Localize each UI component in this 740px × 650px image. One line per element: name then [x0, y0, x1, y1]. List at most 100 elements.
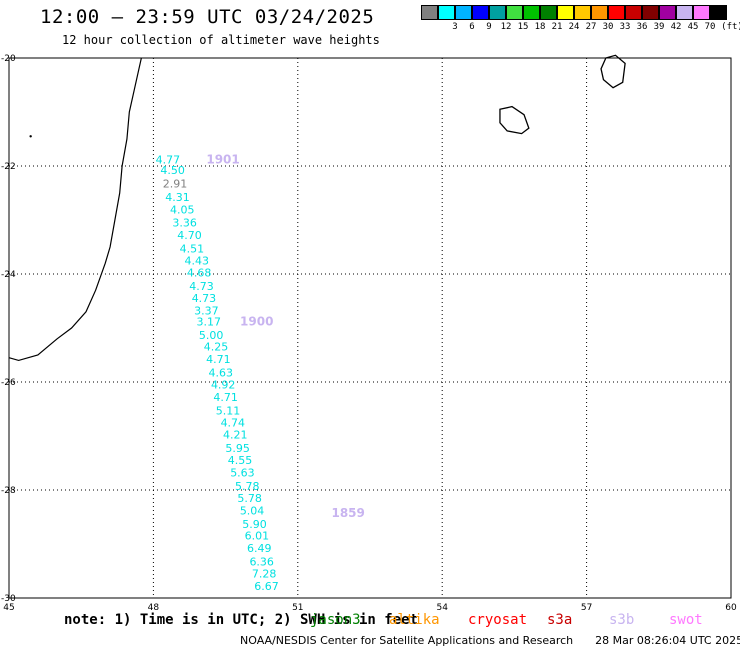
- legend-label: 39: [653, 22, 665, 32]
- wave-height-value: 5.78: [235, 480, 260, 493]
- wave-height-value: 4.63: [209, 367, 234, 380]
- mission-s3b: s3b: [609, 612, 635, 628]
- legend-unit: (ft): [721, 22, 740, 32]
- mauritius-island: [600, 54, 626, 89]
- coastline: [8, 54, 626, 362]
- wave-height-value: 4.74: [221, 416, 246, 429]
- observation-labels: 4.774.502.914.314.053.364.704.514.434.68…: [156, 153, 279, 593]
- legend-swatch: [574, 5, 591, 20]
- track-time-label: 1900: [240, 314, 273, 328]
- wave-height-value: 4.73: [192, 292, 217, 305]
- wave-height-value: 6.01: [245, 530, 270, 543]
- wave-height-value: 5.00: [199, 329, 224, 342]
- lat-tick-label: -28: [1, 486, 16, 496]
- legend-label: 33: [619, 22, 631, 32]
- legend-label: 21: [551, 22, 563, 32]
- wave-height-value: 4.50: [160, 164, 185, 177]
- wave-height-value: 5.63: [230, 467, 255, 480]
- page-subtitle: 12 hour collection of altimeter wave hei…: [62, 33, 380, 47]
- legend-label: 27: [585, 22, 597, 32]
- legend-swatch: [540, 5, 557, 20]
- wave-height-value: 3.17: [197, 315, 222, 328]
- lat-tick-label: -24: [1, 270, 16, 280]
- wave-height-value: 4.51: [180, 242, 205, 255]
- legend-swatch: [659, 5, 676, 20]
- lat-tick-label: -20: [1, 54, 16, 64]
- wave-height-value: 4.21: [223, 429, 248, 442]
- wave-height-value: 6.67: [254, 580, 279, 593]
- lon-tick-label: 48: [148, 603, 160, 613]
- legend-swatch: [693, 5, 710, 20]
- wave-height-value: 4.77: [156, 153, 181, 166]
- lat-tick-label: -30: [1, 594, 16, 604]
- wave-height-value: 6.49: [247, 542, 272, 555]
- lon-tick-label: 60: [725, 603, 737, 613]
- legend-label: 12: [500, 22, 512, 32]
- mission-s3a: s3a: [547, 612, 573, 628]
- map-grid: [8, 57, 732, 599]
- legend-swatch: [591, 5, 608, 20]
- legend-label: 18: [534, 22, 546, 32]
- page-title: 12:00 – 23:59 UTC 03/24/2025: [40, 6, 375, 28]
- wave-height-value: 5.78: [237, 492, 262, 505]
- lat-tick-label: -26: [1, 378, 16, 388]
- footer-credit: NOAA/NESDIS Center for Satellite Applica…: [240, 634, 574, 647]
- wave-height-value: 4.05: [170, 204, 195, 217]
- mission-altika: altika: [389, 612, 440, 628]
- wave-height-value: 5.11: [216, 404, 241, 417]
- mission-cryosat: cryosat: [468, 612, 528, 628]
- wave-height-value: 4.55: [228, 454, 253, 467]
- track-time-label: 1901: [206, 152, 239, 166]
- lon-tick-label: 45: [3, 603, 14, 613]
- wave-height-value: 4.71: [206, 353, 231, 366]
- wave-height-value: 5.04: [240, 504, 265, 517]
- legend-swatch: [506, 5, 523, 20]
- legend-label: 6: [469, 22, 475, 32]
- legend-swatch: [642, 5, 659, 20]
- wave-height-value: 3.36: [172, 216, 197, 229]
- legend-label: 3: [452, 22, 458, 32]
- note-text: note: 1) Time is in UTC; 2) SWH is in fe…: [64, 612, 419, 628]
- legend-label: 30: [602, 22, 614, 32]
- legend-swatch: [676, 5, 693, 20]
- wave-height-value: 4.43: [184, 254, 209, 267]
- reunion-island: [499, 105, 530, 135]
- lon-tick-label: 54: [436, 603, 448, 613]
- legend-swatch: [472, 5, 489, 20]
- track-time-label: 1859: [331, 506, 364, 520]
- axis-ticks: 45 48 51 54 57 60 -20 -22 -24 -26 -28 -30: [1, 54, 737, 613]
- wave-height-value: 4.92: [211, 378, 236, 391]
- legend-swatch: [523, 5, 540, 20]
- lon-tick-label: 51: [292, 603, 303, 613]
- wave-height-value: 4.70: [177, 229, 202, 242]
- legend-label: 70: [704, 22, 716, 32]
- madagascar-coast: [8, 57, 142, 362]
- legend-swatch: [455, 5, 472, 20]
- wave-height-value: 5.95: [225, 442, 250, 455]
- legend-label: 9: [486, 22, 492, 32]
- footer-timestamp: 28 Mar 08:26:04 UTC 2025: [595, 634, 740, 647]
- legend-label: 42: [670, 22, 682, 32]
- legend-label: 15: [517, 22, 529, 32]
- legend-label: 36: [636, 22, 648, 32]
- legend-swatch: [438, 5, 455, 20]
- legend-swatch: [421, 5, 438, 20]
- legend-swatch: [608, 5, 625, 20]
- wave-height-value: 4.68: [187, 267, 212, 280]
- legend-swatch: [710, 5, 727, 20]
- mission-jason3: jason3: [310, 612, 361, 628]
- legend-label: 24: [568, 22, 580, 32]
- wave-height-value: 5.90: [242, 518, 267, 531]
- wave-height-value: 6.36: [249, 556, 274, 569]
- wave-height-value: 3.37: [194, 305, 219, 318]
- islet: [29, 135, 32, 138]
- mission-swot: swot: [669, 612, 703, 628]
- footer: NOAA/NESDIS Center for Satellite Applica…: [240, 634, 740, 647]
- wave-height-value: 4.25: [204, 341, 229, 354]
- legend-swatch: [557, 5, 574, 20]
- lat-tick-label: -22: [1, 162, 16, 172]
- wave-height-value: 4.31: [165, 191, 190, 204]
- track-time-labels: 1901 1900 1859: [206, 152, 365, 520]
